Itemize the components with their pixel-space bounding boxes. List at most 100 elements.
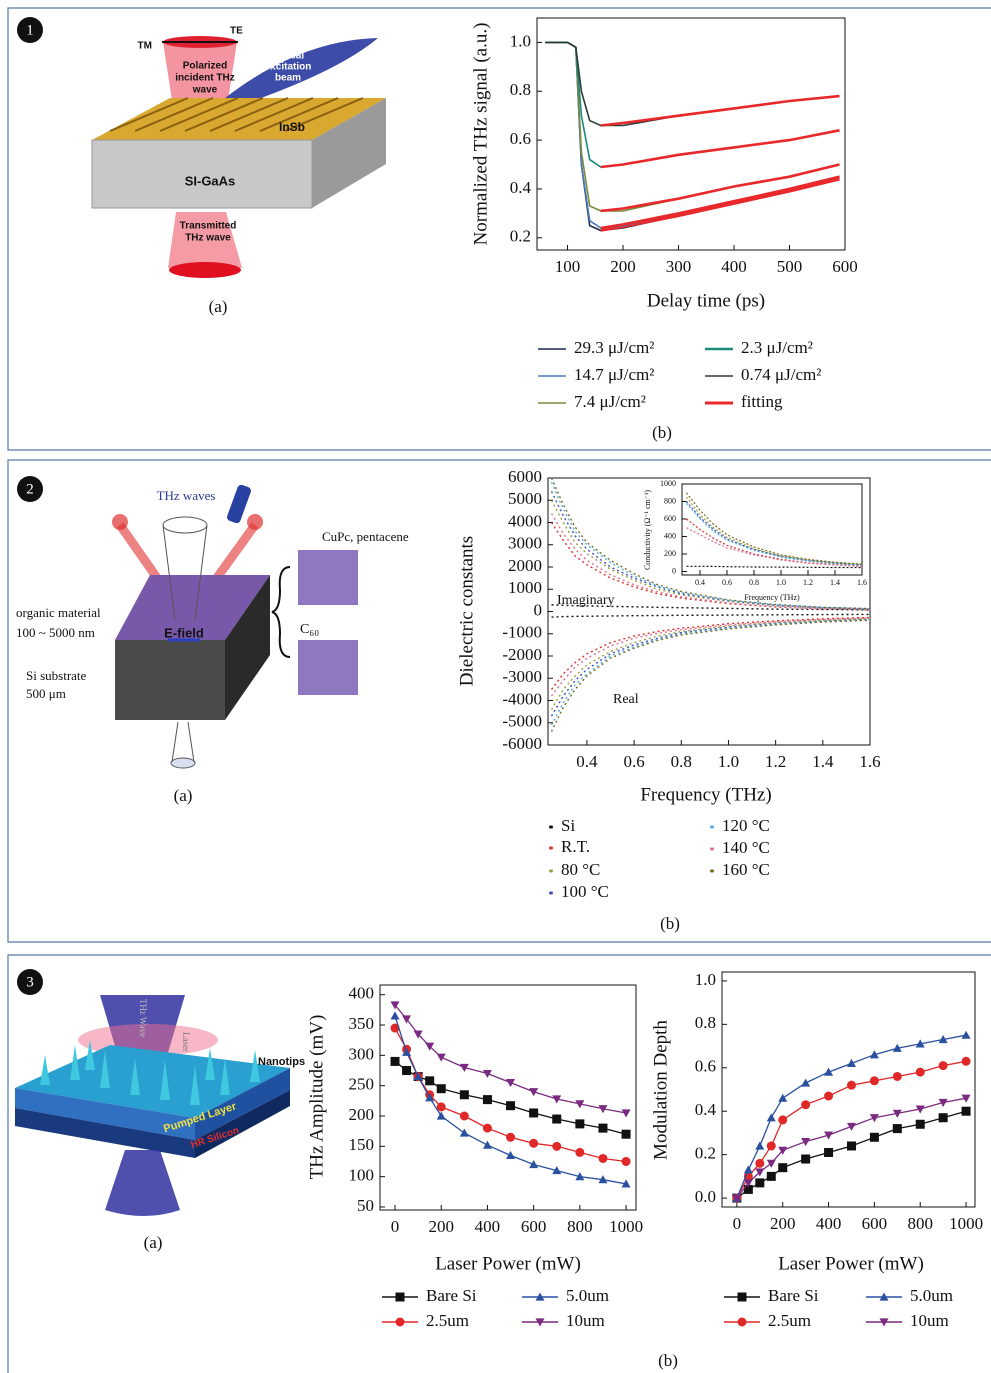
marker [846,1058,856,1068]
marker [766,1159,776,1168]
legend-label: Si [561,816,575,835]
data-line [550,482,871,610]
y-tick-label: 1000 [508,578,542,597]
marker [743,1184,753,1194]
marker [766,1141,776,1151]
x-axis-label: Frequency (THz) [744,593,800,602]
marker [879,1318,889,1327]
schematic-label: TE [230,26,243,37]
legend-label: 80 °C [561,860,600,879]
x-tick-label: 1.0 [776,578,786,587]
marker [869,1050,879,1059]
sub-label: (a) [209,297,228,316]
marker [575,1100,585,1109]
fit-line [600,129,840,169]
y-tick-label: 0.8 [510,80,531,99]
y-tick-label: 600 [664,514,676,523]
x-tick-label: 600 [832,257,858,276]
schematic-label: SI-GaAs [185,173,236,188]
marker [892,1043,902,1052]
schematic-label: Laser [181,1032,191,1052]
marker [390,1056,400,1066]
marker [459,1111,469,1121]
schematic-1: TM TE Polarized incident THz wave optica… [91,26,672,442]
marker [824,1147,834,1157]
marker [824,1091,834,1101]
marker [549,891,553,895]
marker [402,1047,412,1056]
y-tick-label: 5000 [508,489,542,508]
schematic-label: excitation [265,62,312,73]
marker [598,1153,608,1163]
marker [879,1292,889,1301]
plot-frame [536,17,846,251]
legend-label: 10um [910,1311,949,1330]
y-tick-label: 150 [349,1135,375,1154]
marker [395,1292,405,1302]
marker [766,1171,776,1181]
y-tick-label: 0.2 [510,227,531,246]
marker [778,1146,788,1155]
marker [938,1113,948,1123]
marker [801,1078,811,1087]
data-line [550,618,871,710]
x-tick-label: 1000 [609,1217,643,1236]
marker [506,1079,516,1088]
schematic-3: THz Wave Laser Nanotips Pumped Layer HR … [15,995,678,1370]
y-axis-label: THz Amplitude (mV) [306,1015,327,1180]
schematic-2: THz waves CuPc, pentacene organic materi… [16,484,680,933]
marker [529,1138,539,1148]
x-tick-label: 400 [816,1214,842,1233]
marker [390,1011,400,1020]
marker [915,1105,925,1114]
marker [846,1122,856,1131]
x-tick-label: 1.2 [803,578,813,587]
x-tick-label: 300 [666,257,692,276]
marker [801,1154,811,1164]
x-tick-label: 500 [777,257,803,276]
marker [506,1150,516,1160]
marker [755,1168,765,1177]
marker [535,1292,545,1301]
legend-label: 5.0um [566,1286,609,1305]
schematic-label: C₆₀ [300,622,319,637]
schematic-label: CuPc, pentacene [322,529,409,544]
y-tick-label: 0.0 [695,1187,716,1206]
marker [710,825,714,829]
x-tick-label: 1.4 [830,578,840,587]
y-tick-label: 0 [534,600,543,619]
annotation: Real [613,692,639,707]
y-tick-label: 250 [349,1075,375,1094]
data-line [550,616,871,690]
schematic-label: E-field [164,625,204,640]
plot-frame [681,483,863,576]
legend-label: 10um [566,1311,605,1330]
panel-number: 1 [26,22,34,38]
marker [506,1101,516,1111]
marker [915,1039,925,1048]
schematic-label: 100 ~ 5000 nm [16,625,95,640]
marker [892,1071,902,1081]
marker [869,1114,879,1123]
x-tick-label: 600 [521,1217,547,1236]
y-tick-label: 0.8 [695,1013,716,1032]
y-tick-label: -6000 [502,734,542,753]
legend-label: Bare Si [426,1286,477,1305]
legend-label: 2.3 μJ/cm² [741,338,813,357]
schematic-label: Transmitted [180,221,237,232]
legend-label: 120 °C [722,816,770,835]
marker [732,1194,742,1203]
panel-badges: 1 2 3 [17,17,43,995]
marker [459,1128,469,1137]
marker [413,1072,423,1081]
marker [575,1147,585,1157]
marker [575,1119,585,1129]
legend-label: 29.3 μJ/cm² [574,338,654,357]
marker [552,1095,562,1104]
schematic-label: organic material [16,605,101,620]
marker [755,1178,765,1188]
marker [552,1114,562,1124]
marker [961,1056,971,1066]
x-tick-label: 800 [907,1214,933,1233]
